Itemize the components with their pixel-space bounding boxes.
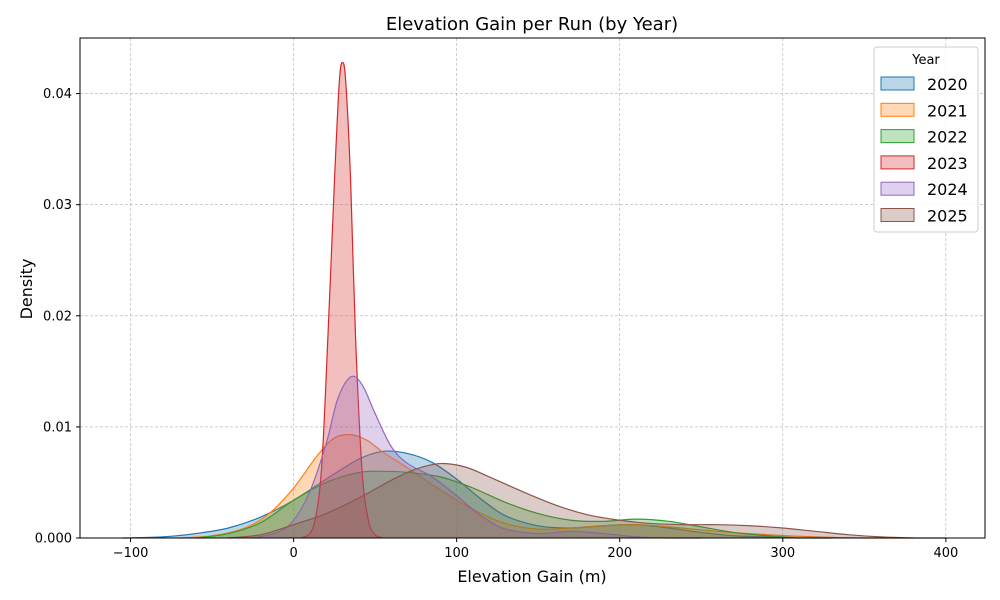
density-line-2024 <box>252 375 702 539</box>
legend-swatch-2025 <box>880 208 915 222</box>
legend-label-2022: 2022 <box>927 128 968 147</box>
density-line-2025 <box>228 462 946 539</box>
legend-label-2024: 2024 <box>927 180 968 199</box>
density-area-2025 <box>228 463 946 538</box>
legend-swatch-2023 <box>880 155 915 170</box>
legend-label-2020: 2020 <box>927 75 968 94</box>
y-tick-label: 0.04 <box>43 87 72 102</box>
chart-title: Elevation Gain per Run (by Year) <box>386 14 678 35</box>
density-area-2022 <box>195 471 800 538</box>
density-area-2021 <box>179 434 914 538</box>
legend-box <box>873 46 979 233</box>
legend-label-2021: 2021 <box>927 101 968 120</box>
legend: Year 2020 2021 2022 2023 2024 2025 <box>873 46 979 233</box>
density-area-2023 <box>301 62 384 538</box>
legend-title: Year <box>911 53 940 68</box>
x-tick-label: −100 <box>113 546 149 561</box>
y-tick-label: 0.02 <box>43 309 72 324</box>
density-line-2021 <box>179 433 914 539</box>
density-line-2023 <box>301 61 384 539</box>
density-line-2020 <box>122 450 832 539</box>
x-tick-label: 200 <box>607 546 632 561</box>
y-tick-label: 0.03 <box>43 198 72 213</box>
y-tick-label: 0.000 <box>35 532 72 547</box>
legend-label-2023: 2023 <box>927 154 968 173</box>
density-curves <box>122 61 946 539</box>
axis-ticks: −100 0 100 200 300 400 0.000 0.01 0.02 0.03 0.04 <box>35 87 958 561</box>
y-axis-title: Density <box>17 259 36 320</box>
y-tick-label: 0.01 <box>43 420 72 435</box>
legend-swatch-2021 <box>880 102 915 117</box>
x-tick-label: 100 <box>444 546 469 561</box>
x-tick-label: 400 <box>933 546 958 561</box>
density-area-2020 <box>122 451 832 538</box>
grid <box>80 38 985 539</box>
legend-swatch-2020 <box>880 76 915 91</box>
density-line-2022 <box>195 470 800 539</box>
x-axis-title: Elevation Gain (m) <box>457 567 606 586</box>
legend-items: 2020 2021 2022 2023 2024 2025 <box>880 75 968 226</box>
legend-label-2025: 2025 <box>927 207 968 226</box>
x-tick-label: 0 <box>289 546 297 561</box>
density-area-2024 <box>252 376 702 538</box>
plot-frame <box>79 37 986 539</box>
legend-swatch-2022 <box>880 129 915 144</box>
x-tick-label: 300 <box>770 546 795 561</box>
legend-swatch-2024 <box>880 181 915 196</box>
